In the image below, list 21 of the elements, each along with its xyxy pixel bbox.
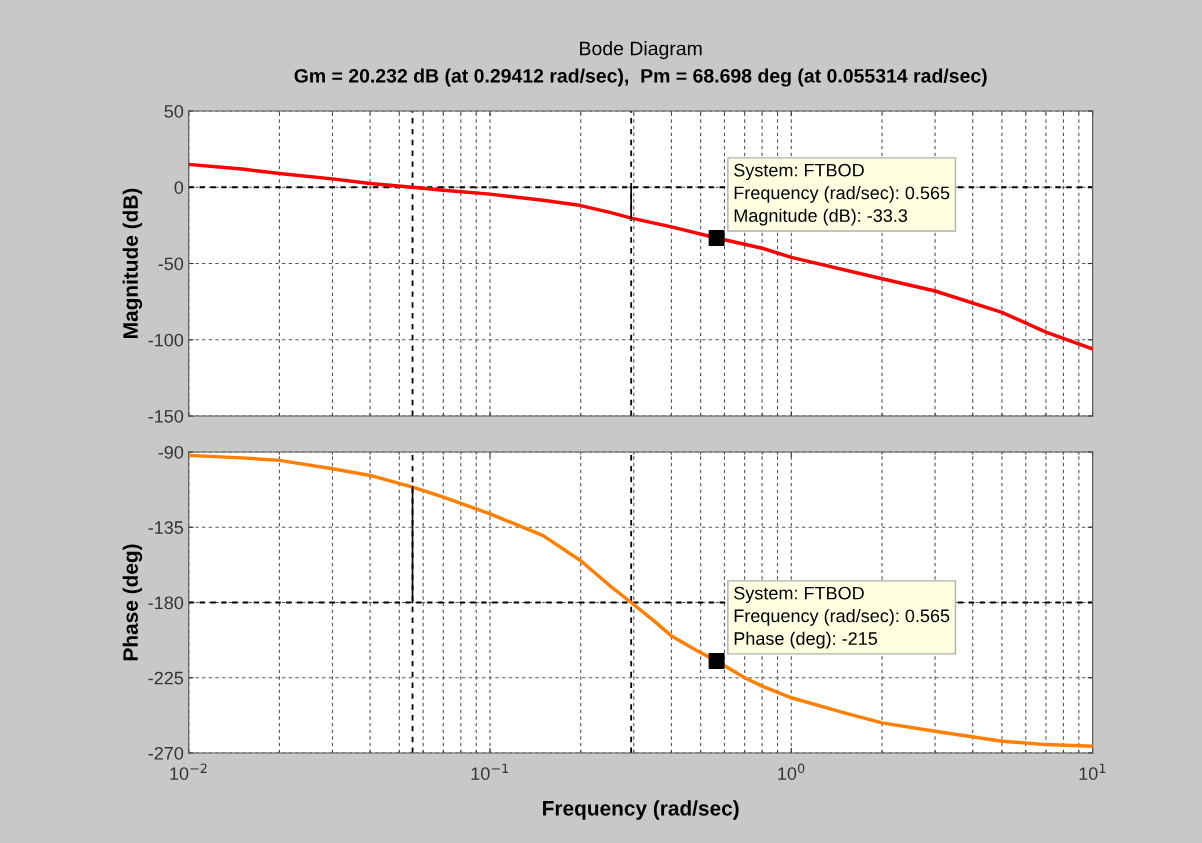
y-tick-label: 0 (174, 181, 184, 194)
x-axis-title: Frequency (rad/sec) (543, 800, 739, 820)
x-tick-label: 10$^{−2}$ (170, 763, 207, 780)
x-tick-label: 10$^{1}$ (1079, 763, 1106, 780)
y-tick-label: -180 (148, 596, 184, 610)
y-tick-label: -90 (158, 445, 184, 459)
y-tick-label: 50 (164, 104, 184, 118)
y-axis-title: Phase (deg) (122, 544, 143, 661)
annotation: System: FTBOD Frequency (rad/sec): 0.565 Magnitude (dB): -33.3 (734, 163, 950, 226)
y-tick-label: -150 (148, 409, 184, 423)
annotation: System: FTBOD Frequency (rad/sec): 0.565 Phase (deg): -215 (734, 586, 950, 649)
y-tick-label: -100 (148, 333, 184, 347)
x-tick-label: 10$^{0}$ (778, 763, 805, 780)
y-tick-label: -50 (158, 257, 184, 271)
chart-subtitle: Gm = 20.232 dB (at 0.29412 rad/sec), Pm = 68.698 deg (at 0.055314 rad/sec) (294, 68, 987, 87)
y-tick-label: -225 (148, 671, 184, 685)
y-tick-label: -270 (148, 746, 184, 760)
x-tick-label: 10$^{−1}$ (471, 763, 508, 780)
y-tick-label: -135 (148, 521, 184, 534)
y-axis-title: Magnitude (dB) (122, 188, 143, 338)
chart-title: Bode Diagram (580, 41, 702, 60)
